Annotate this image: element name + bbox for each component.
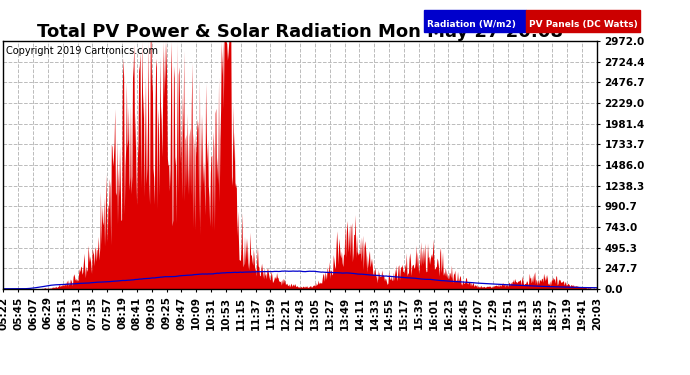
- Title: Total PV Power & Solar Radiation Mon May 27 20:08: Total PV Power & Solar Radiation Mon May…: [37, 23, 563, 41]
- Text: Copyright 2019 Cartronics.com: Copyright 2019 Cartronics.com: [6, 46, 157, 56]
- Text: PV Panels (DC Watts): PV Panels (DC Watts): [529, 20, 638, 29]
- Text: Radiation (W/m2): Radiation (W/m2): [427, 20, 516, 29]
